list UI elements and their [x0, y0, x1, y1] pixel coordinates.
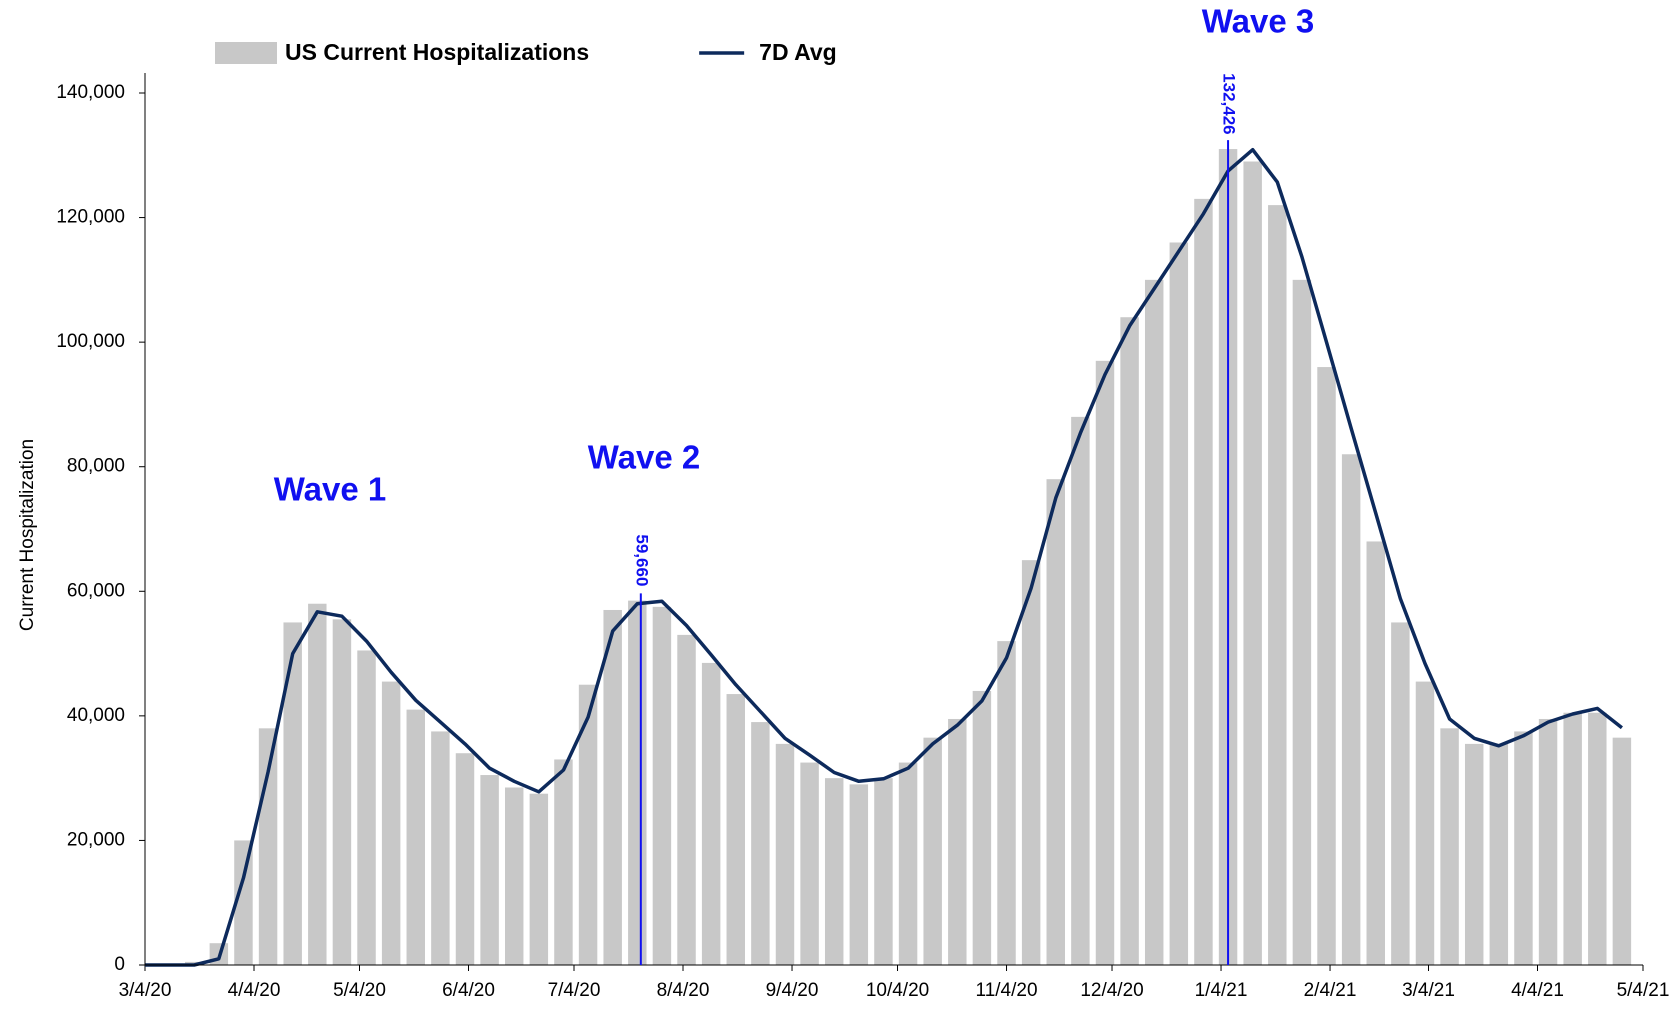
bar [234, 840, 253, 965]
bar [431, 731, 450, 965]
x-tick-label: 8/4/20 [657, 980, 710, 1001]
bar [308, 603, 327, 965]
bar [1612, 737, 1632, 965]
peak-label: 59,660 [632, 534, 651, 586]
y-tick-label: 60,000 [67, 580, 125, 601]
x-tick-label: 5/4/20 [333, 980, 386, 1001]
annotation: Wave 2 [588, 439, 701, 476]
bar [1415, 681, 1435, 965]
x-tick-label: 7/4/20 [548, 980, 601, 1001]
bar [898, 762, 918, 965]
bar [652, 606, 672, 965]
bar [1391, 622, 1410, 965]
bar [628, 600, 647, 965]
bar [824, 778, 844, 965]
bar [1144, 279, 1164, 965]
x-tick-label: 2/4/21 [1304, 980, 1357, 1001]
bar [972, 690, 992, 965]
bar [1317, 367, 1336, 965]
y-tick-label: 100,000 [56, 331, 125, 352]
bar [1046, 479, 1065, 965]
bar [751, 722, 770, 965]
bar [1366, 541, 1385, 965]
bar [775, 743, 795, 965]
x-tick-label: 3/4/21 [1402, 980, 1455, 1001]
y-tick-label: 120,000 [56, 207, 125, 228]
bar [283, 622, 302, 965]
bar [1440, 728, 1459, 965]
x-tick-label: 4/4/20 [228, 980, 281, 1001]
y-tick-label: 80,000 [67, 456, 125, 477]
bar [357, 650, 376, 965]
bar [1071, 416, 1090, 965]
bar [1563, 712, 1582, 965]
bar [332, 619, 352, 965]
bar [381, 681, 401, 965]
line [145, 147, 1623, 967]
bar [701, 662, 721, 965]
x-tick-label: 1/4/21 [1195, 980, 1248, 1001]
bar [677, 634, 696, 965]
x-tick-label: 10/4/20 [866, 980, 929, 1001]
bar [455, 753, 475, 965]
bar [1194, 198, 1213, 965]
annotation: Wave 3 [1202, 3, 1315, 40]
bar [406, 709, 425, 965]
bar [1292, 279, 1312, 965]
bar [1169, 242, 1189, 965]
peak-label: 132,426 [1220, 73, 1239, 134]
y-axis-title: Current Hospitalization [17, 439, 38, 631]
bar [1243, 161, 1262, 965]
x-tick-label: 11/4/20 [976, 980, 1038, 1001]
y-tick-label: 140,000 [56, 82, 125, 103]
bar [1120, 317, 1139, 965]
bar [997, 641, 1016, 965]
y-tick-label: 0 [114, 954, 125, 975]
bar [923, 737, 942, 965]
x-tick-label: 5/4/21 [1617, 980, 1670, 1001]
x-tick-label: 4/4/21 [1511, 980, 1564, 1001]
legend-swatch [215, 42, 277, 64]
bar [554, 759, 573, 965]
bar [1514, 731, 1533, 965]
bar [948, 718, 967, 965]
x-tick-label: 6/4/20 [442, 980, 495, 1001]
bar [603, 609, 622, 965]
bar [1588, 712, 1607, 965]
bar [480, 775, 499, 965]
bar [578, 684, 598, 965]
bar [874, 778, 893, 965]
legend-label: US Current Hospitalizations [285, 39, 589, 65]
bar [726, 694, 745, 965]
x-tick-label: 9/4/20 [766, 980, 819, 1001]
legend-label: 7D Avg [759, 39, 837, 65]
bar [1268, 205, 1287, 966]
y-tick-label: 40,000 [67, 705, 125, 726]
bar [504, 787, 524, 965]
bar [529, 793, 549, 965]
annotation: Wave 1 [274, 471, 387, 508]
x-tick-label: 12/4/20 [1080, 980, 1143, 1001]
bar [1095, 360, 1115, 965]
bar [849, 784, 869, 965]
bar [1538, 718, 1558, 965]
y-tick-label: 20,000 [67, 829, 125, 850]
bar [1464, 743, 1484, 965]
bar [1341, 454, 1361, 965]
bar [1021, 560, 1041, 965]
bar [1489, 743, 1509, 965]
x-tick-label: 3/4/20 [119, 980, 172, 1001]
bar [800, 762, 819, 965]
